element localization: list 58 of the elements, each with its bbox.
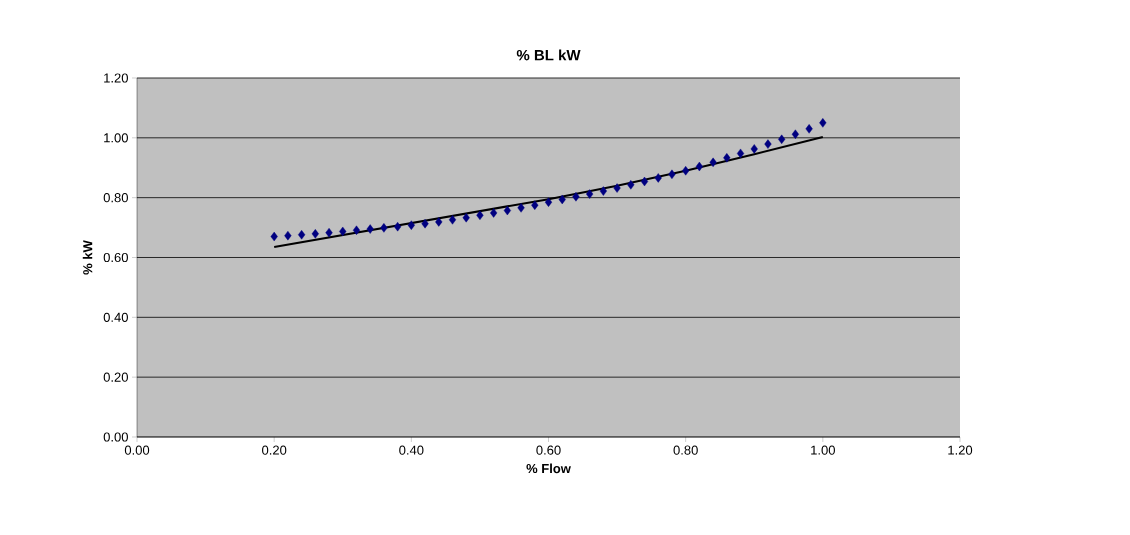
y-tick-label: 1.20 <box>104 73 128 83</box>
point <box>407 220 415 230</box>
point <box>750 144 758 154</box>
point <box>819 118 827 128</box>
y-tick-label: 0.20 <box>103 372 128 382</box>
point <box>380 223 388 233</box>
x-tick-label: 1.20 <box>948 445 973 455</box>
point <box>640 176 649 187</box>
point <box>448 215 457 225</box>
point <box>366 224 374 234</box>
y-tick-label: 0.80 <box>103 193 128 203</box>
point <box>352 225 361 235</box>
x-tick-label: 0.00 <box>124 445 150 455</box>
point <box>517 203 525 213</box>
point <box>723 153 731 163</box>
point <box>339 226 347 237</box>
y-axis-title: % kW <box>82 240 93 275</box>
point <box>654 173 662 183</box>
point <box>736 148 745 159</box>
point <box>764 139 772 149</box>
point <box>270 231 278 242</box>
point <box>490 208 498 218</box>
x-tick-label: 0.20 <box>262 445 287 455</box>
y-tick-label: 0.00 <box>103 432 128 442</box>
point <box>394 221 402 232</box>
x-tick-label: 0.80 <box>673 445 698 455</box>
point <box>805 124 813 134</box>
point <box>791 129 799 139</box>
point <box>311 229 319 239</box>
point <box>586 189 594 199</box>
x-tick-label: 0.60 <box>536 445 561 455</box>
point <box>462 213 470 223</box>
point <box>284 230 292 241</box>
point <box>709 157 717 168</box>
point <box>544 197 553 207</box>
y-tick-label: 0.60 <box>103 252 128 263</box>
point <box>503 205 511 216</box>
point <box>325 227 333 238</box>
point <box>531 200 539 210</box>
point <box>627 180 635 190</box>
point <box>668 169 676 180</box>
x-tick-label: 0.40 <box>399 445 424 455</box>
point <box>682 166 690 176</box>
point <box>778 134 786 145</box>
point <box>421 218 429 229</box>
point <box>599 186 607 196</box>
point <box>558 194 566 205</box>
point <box>476 210 484 221</box>
point <box>695 161 703 172</box>
point <box>572 192 580 202</box>
x-axis-title: % Flow <box>526 463 571 474</box>
point <box>298 230 306 240</box>
point <box>435 217 443 227</box>
y-tick-label: 1.00 <box>104 133 128 143</box>
chart-title: % BL kW <box>516 49 581 61</box>
y-tick-label: 0.40 <box>103 312 128 322</box>
x-tick-label: 1.00 <box>811 445 835 455</box>
point <box>613 183 621 193</box>
